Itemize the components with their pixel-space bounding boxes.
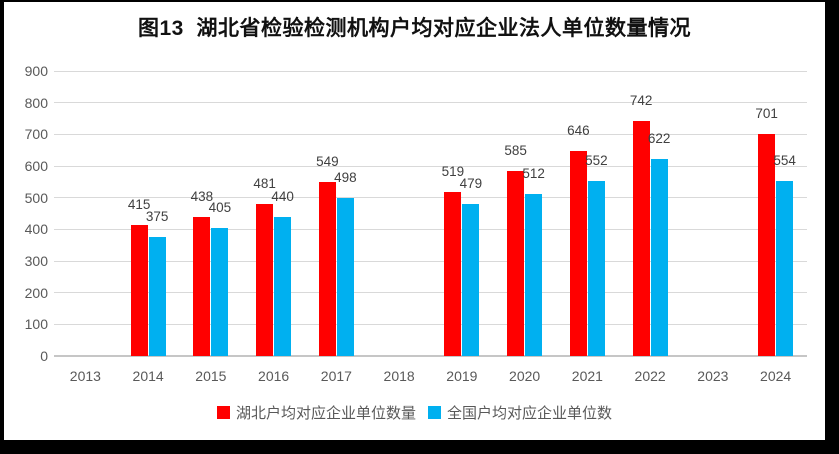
gridline xyxy=(54,228,807,230)
gridline xyxy=(54,133,807,135)
bar-hubei-2020 xyxy=(507,170,525,356)
bar-national-2022 xyxy=(650,159,668,356)
y-axis-tick-label: 900 xyxy=(24,63,48,79)
legend-item-national: 全国户均对应企业单位数 xyxy=(428,402,612,423)
x-axis-tick-label: 2019 xyxy=(446,368,478,384)
legend-item-hubei: 湖北户均对应企业单位数量 xyxy=(216,402,416,423)
x-axis-tick-label: 2013 xyxy=(69,368,101,384)
bar-value-label: 646 xyxy=(567,123,590,139)
bar-value-label: 554 xyxy=(773,152,796,168)
bar-value-label: 585 xyxy=(504,142,527,158)
bar-value-label: 481 xyxy=(253,175,276,191)
bar-national-2014 xyxy=(148,237,166,356)
chart-panel: 图13 湖北省检验检测机构户均对应企业法人单位数量情况 0 100 200 300 40… xyxy=(4,2,825,440)
gridline xyxy=(54,260,807,262)
bar-national-2020 xyxy=(525,193,543,356)
bar-value-label: 622 xyxy=(647,131,671,147)
bar-value-label: 549 xyxy=(316,154,339,170)
bar-hubei-2019 xyxy=(444,191,462,356)
x-axis-tick-label: 2017 xyxy=(320,368,352,384)
bar-value-label: 552 xyxy=(585,153,608,169)
bar-national-2015 xyxy=(211,227,229,356)
bar-hubei-2017 xyxy=(318,182,336,356)
bar-value-label: 742 xyxy=(629,93,653,109)
bar-value-label: 405 xyxy=(208,199,232,215)
x-axis-tick-label: 2022 xyxy=(634,368,666,384)
bar-hubei-2022 xyxy=(632,121,650,356)
chart-title: 图13 湖北省检验检测机构户均对应企业法人单位数量情况 xyxy=(137,17,692,40)
legend-swatch-icon xyxy=(428,406,441,419)
bar-hubei-2014 xyxy=(130,224,148,356)
bar-national-2016 xyxy=(274,216,292,356)
y-axis-tick-label: 500 xyxy=(24,189,48,206)
legend-swatch-icon xyxy=(216,406,230,419)
bar-national-2024 xyxy=(776,180,794,356)
bar-national-2019 xyxy=(462,204,480,356)
y-axis-tick-label: 100 xyxy=(24,316,48,333)
x-axis-tick-label: 2016 xyxy=(258,368,290,384)
y-axis-tick-label: 800 xyxy=(24,94,48,111)
bar-value-label: 415 xyxy=(127,196,151,212)
bar-value-label: 512 xyxy=(522,165,545,181)
bar-value-label: 440 xyxy=(271,188,294,204)
y-axis-tick-label: 200 xyxy=(24,284,48,301)
bar-hubei-2015 xyxy=(193,217,211,356)
gridline xyxy=(54,165,807,167)
x-axis-tick-label: 2020 xyxy=(509,368,541,384)
legend: 湖北户均对应企业单位数量 全国户均对应企业单位数 xyxy=(4,402,825,423)
bar-value-label: 375 xyxy=(145,209,169,225)
y-axis-tick-label: 0 xyxy=(40,348,48,364)
bar-hubei-2024 xyxy=(758,134,776,356)
bar-value-label: 519 xyxy=(441,163,465,179)
bar-national-2017 xyxy=(336,198,354,356)
plot-area: 0 100 200 300 400 500 600 700 800 900 2013 2014 2015… xyxy=(4,2,825,440)
gridline xyxy=(54,70,807,72)
x-axis-tick-label: 2023 xyxy=(697,368,729,384)
bar-hubei-2021 xyxy=(569,151,587,356)
x-axis-line xyxy=(54,355,807,357)
gridline xyxy=(54,323,807,325)
x-axis-tick-label: 2018 xyxy=(383,368,415,384)
bar-value-label: 438 xyxy=(190,189,214,205)
bar-hubei-2016 xyxy=(256,203,274,356)
y-axis-tick-label: 700 xyxy=(24,126,48,143)
x-axis-tick-label: 2024 xyxy=(760,368,792,384)
x-axis-tick-label: 2015 xyxy=(195,368,227,384)
y-axis-tick-label: 400 xyxy=(24,221,48,238)
x-axis-tick-label: 2021 xyxy=(571,368,603,384)
x-axis-tick-label: 2014 xyxy=(132,368,164,384)
bar-value-label: 701 xyxy=(755,106,778,122)
legend-label: 湖北户均对应企业单位数量 xyxy=(235,405,416,422)
y-axis-tick-label: 600 xyxy=(24,158,48,174)
bar-value-label: 498 xyxy=(334,170,357,186)
y-axis-tick-label: 300 xyxy=(24,253,48,269)
legend-label: 全国户均对应企业单位数 xyxy=(447,405,613,422)
gridline xyxy=(54,292,807,294)
bar-national-2021 xyxy=(587,181,605,356)
gridline xyxy=(54,102,807,104)
bar-value-label: 479 xyxy=(459,176,483,192)
gridline xyxy=(54,197,807,199)
